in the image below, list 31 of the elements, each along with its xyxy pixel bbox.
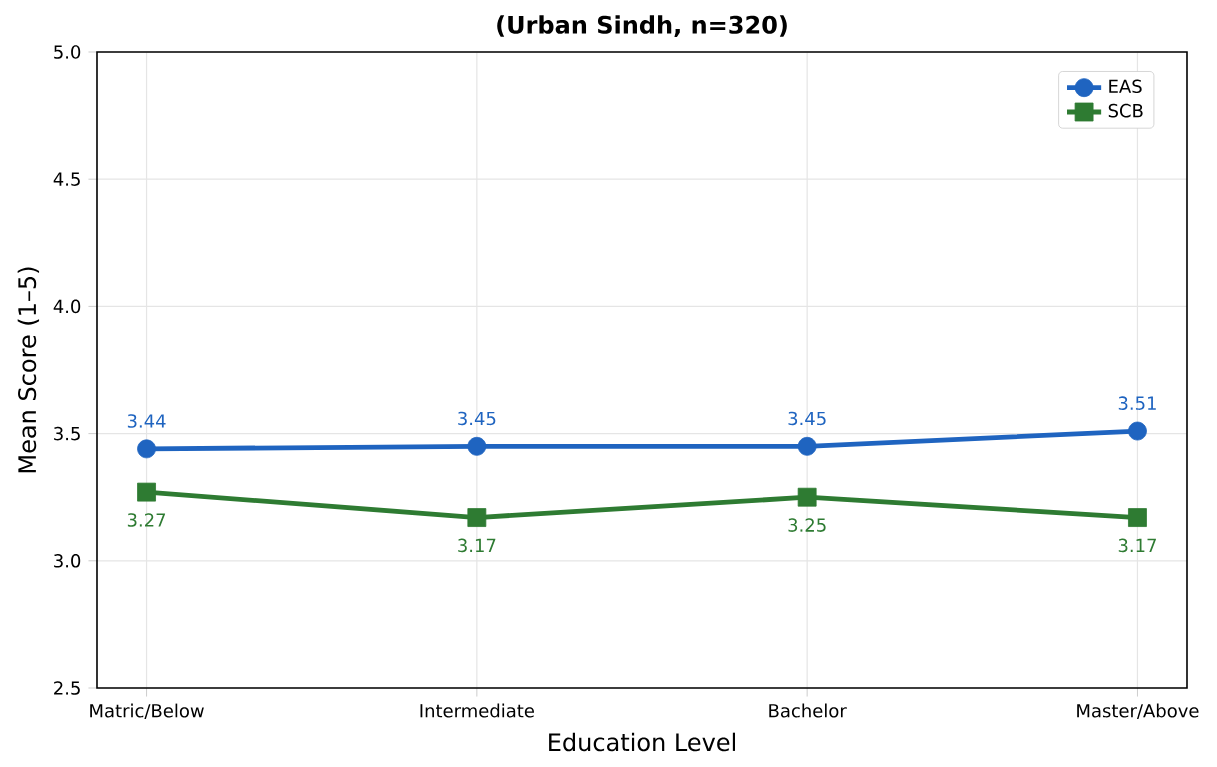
y-tick-label: 2.5 <box>54 681 80 695</box>
data-label: 3.27 <box>127 513 166 527</box>
y-tick-label: 3.0 <box>54 553 81 568</box>
y-tick-label: 4.0 <box>53 299 81 314</box>
data-label: 3.45 <box>458 411 496 426</box>
point <box>467 436 487 456</box>
chart-title: (Urban Sindh, n=320) <box>497 15 787 37</box>
point <box>137 482 156 502</box>
point <box>797 487 817 507</box>
x-tick-label: Matric/Below <box>90 703 204 719</box>
legend-label: SCB <box>1108 103 1143 118</box>
x-axis-title: Education Level <box>549 732 736 752</box>
data-label: 3.17 <box>1118 538 1156 553</box>
point <box>137 439 156 459</box>
point <box>467 508 487 527</box>
point <box>1128 421 1147 441</box>
y-axis-title: Mean Score (1–5) <box>17 267 40 473</box>
data-label: 3.25 <box>788 518 826 532</box>
y-tick-label: 5.0 <box>54 45 81 59</box>
point <box>797 436 817 456</box>
x-tick-label: Bachelor <box>769 703 847 718</box>
data-label: 3.44 <box>127 414 166 428</box>
legend-label: EAS <box>1109 79 1142 94</box>
x-tick-label: Intermediate <box>420 703 534 718</box>
point <box>1128 508 1147 527</box>
x-tick-label: Master/Above <box>1077 703 1199 719</box>
y-tick-label: 3.5 <box>54 426 80 441</box>
data-label: 3.17 <box>458 538 496 553</box>
data-label: 3.45 <box>788 411 826 426</box>
y-tick-label: 4.5 <box>53 172 80 186</box>
data-label: 3.51 <box>1118 396 1156 410</box>
